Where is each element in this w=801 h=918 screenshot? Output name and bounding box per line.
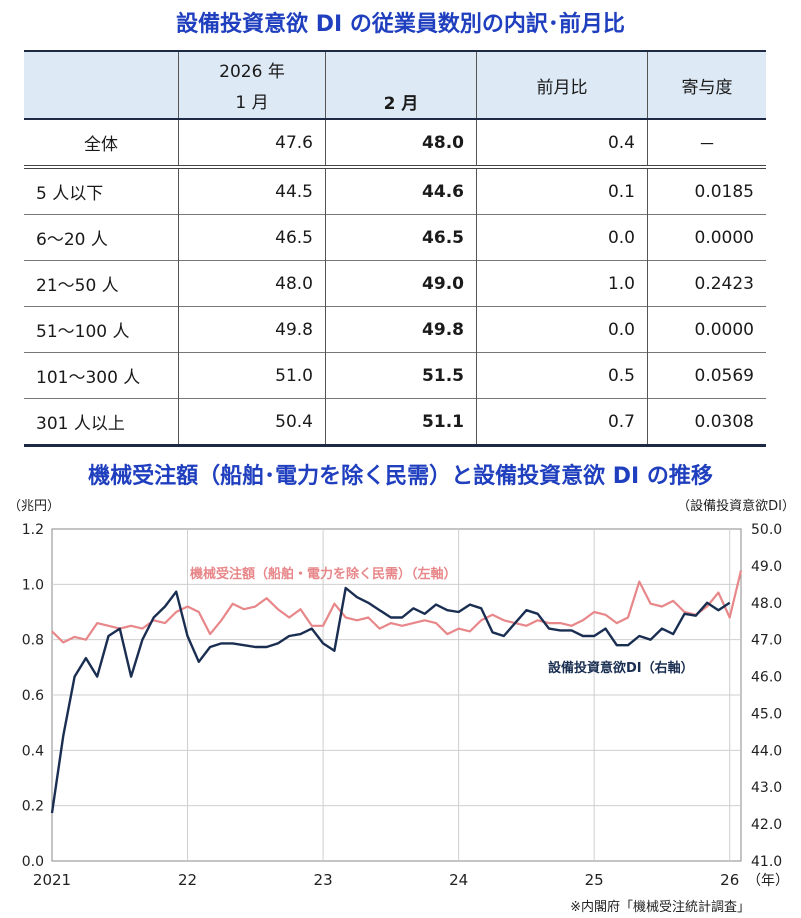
cell-contrib: 0.0000 bbox=[647, 214, 766, 261]
table-row: 6～20 人 46.5 46.5 0.0 0.0000 bbox=[24, 214, 766, 261]
y-left-unit-label: （兆円） bbox=[8, 499, 60, 514]
header-year: 2026 年 bbox=[219, 62, 285, 82]
cell-contrib: 0.0185 bbox=[647, 167, 766, 215]
x-tick-label: 25 bbox=[585, 871, 604, 889]
cell-mom: 0.5 bbox=[476, 352, 648, 399]
y-right-tick-label: 50.0 bbox=[751, 522, 782, 538]
cell-feb: 51.5 bbox=[325, 352, 477, 399]
source-note: ※内閣府「機械受注統計調査」 bbox=[570, 899, 750, 915]
header-month-feb: 2 月 bbox=[383, 93, 419, 114]
y-right-tick-label: 45.0 bbox=[751, 706, 782, 722]
y-right-unit-label: （設備投資意欲DI） bbox=[677, 498, 795, 514]
row-label: 5 人以下 bbox=[36, 184, 104, 204]
cell-jan: 47.6 bbox=[178, 119, 326, 167]
cell-jan: 49.8 bbox=[178, 306, 326, 353]
table-row: 51～100 人 49.8 49.8 0.0 0.0000 bbox=[24, 306, 766, 353]
y-right-tick-label: 48.0 bbox=[751, 596, 782, 612]
header-mom: 前月比 bbox=[476, 51, 648, 119]
row-label: 全体 bbox=[84, 135, 118, 155]
x-tick-label: 2021 bbox=[33, 871, 71, 889]
cell-feb: 46.5 bbox=[325, 214, 477, 261]
y-right-tick-label: 42.0 bbox=[751, 817, 782, 833]
cell-contrib: － bbox=[647, 119, 766, 167]
cell-feb: 48.0 bbox=[325, 119, 477, 167]
y-left-tick-label: 0.4 bbox=[22, 743, 44, 759]
di-breakdown-table: 2026 年 1 月 2 月 前月比 寄与度 全体 47.6 48.0 0.4 － 5 人… bbox=[24, 50, 766, 447]
cell-jan: 50.4 bbox=[178, 398, 326, 446]
cell-contrib: 0.0000 bbox=[647, 306, 766, 353]
cell-mom: 0.0 bbox=[476, 306, 648, 353]
y-left-tick-label: 0.2 bbox=[22, 799, 44, 815]
table-header-row: 2026 年 1 月 2 月 前月比 寄与度 bbox=[24, 51, 766, 119]
x-unit-label: （年） bbox=[747, 873, 789, 889]
y-right-tick-label: 41.0 bbox=[751, 854, 782, 870]
x-tick-label: 26 bbox=[720, 871, 739, 889]
y-right-tick-label: 44.0 bbox=[751, 743, 782, 759]
header-contrib: 寄与度 bbox=[647, 51, 766, 119]
header-jan: 2026 年 1 月 bbox=[178, 51, 326, 119]
row-label: 301 人以上 bbox=[36, 414, 125, 434]
line-chart: 0.0 0.2 0.4 0.6 0.8 1.0 1.2 41.0 42.0 43.0 44.0 45.… bbox=[8, 498, 795, 915]
y-right-tick-label: 47.0 bbox=[751, 633, 782, 649]
cell-feb: 49.8 bbox=[325, 306, 477, 353]
x-tick-label: 23 bbox=[314, 871, 333, 889]
cell-mom: 0.7 bbox=[476, 398, 648, 446]
capex-di-line bbox=[50, 586, 731, 814]
cell-jan: 46.5 bbox=[178, 214, 326, 261]
cell-contrib: 0.0569 bbox=[647, 352, 766, 399]
y-right-tick-label: 46.0 bbox=[751, 670, 782, 686]
row-label: 51～100 人 bbox=[36, 322, 130, 342]
y-right-tick-label: 43.0 bbox=[751, 780, 782, 796]
header-blank bbox=[24, 51, 179, 119]
y-left-tick-label: 1.2 bbox=[22, 522, 44, 538]
cell-contrib: 0.0308 bbox=[647, 398, 766, 446]
machinery-orders-line bbox=[51, 570, 743, 644]
cell-jan: 44.5 bbox=[178, 167, 326, 215]
y-right-tick-label: 49.0 bbox=[751, 559, 782, 575]
cell-contrib: 0.2423 bbox=[647, 260, 766, 307]
y-left-tick-label: 0.0 bbox=[22, 854, 44, 870]
table-row: 5 人以下 44.5 44.6 0.1 0.0185 bbox=[24, 167, 766, 215]
y-left-tick-label: 1.0 bbox=[22, 577, 44, 593]
table-title: 設備投資意欲 DI の従業員数別の内訳･前月比 bbox=[176, 12, 625, 37]
series-label-machinery-orders: 機械受注額（船舶・電力を除く民需）（左軸） bbox=[190, 566, 457, 582]
table-row: 301 人以上 50.4 51.1 0.7 0.0308 bbox=[24, 398, 766, 446]
cell-mom: 1.0 bbox=[476, 260, 648, 307]
cell-mom: 0.0 bbox=[476, 214, 648, 261]
cell-mom: 0.1 bbox=[476, 167, 648, 215]
table-row-total: 全体 47.6 48.0 0.4 － bbox=[24, 119, 766, 167]
cell-jan: 51.0 bbox=[178, 352, 326, 399]
cell-mom: 0.4 bbox=[476, 119, 648, 167]
row-label: 21～50 人 bbox=[36, 276, 119, 296]
series-label-capex-di: 設備投資意欲DI（右軸） bbox=[548, 660, 694, 676]
header-month-jan: 1 月 bbox=[235, 93, 269, 113]
cell-feb: 44.6 bbox=[325, 167, 477, 215]
chart-title: 機械受注額（船舶･電力を除く民需）と設備投資意欲 DI の推移 bbox=[88, 464, 713, 489]
cell-jan: 48.0 bbox=[178, 260, 326, 307]
y-left-tick-label: 0.8 bbox=[22, 633, 44, 649]
table-row: 101～300 人 51.0 51.5 0.5 0.0569 bbox=[24, 352, 766, 399]
cell-feb: 49.0 bbox=[325, 260, 477, 307]
row-label: 101～300 人 bbox=[36, 368, 141, 388]
y-left-tick-label: 0.6 bbox=[22, 688, 44, 704]
x-tick-label: 24 bbox=[449, 871, 468, 889]
row-label: 6～20 人 bbox=[36, 230, 108, 250]
x-tick-label: 22 bbox=[178, 871, 197, 889]
cell-feb: 51.1 bbox=[325, 398, 477, 446]
header-feb: 2 月 bbox=[325, 51, 477, 119]
table-row: 21～50 人 48.0 49.0 1.0 0.2423 bbox=[24, 260, 766, 307]
